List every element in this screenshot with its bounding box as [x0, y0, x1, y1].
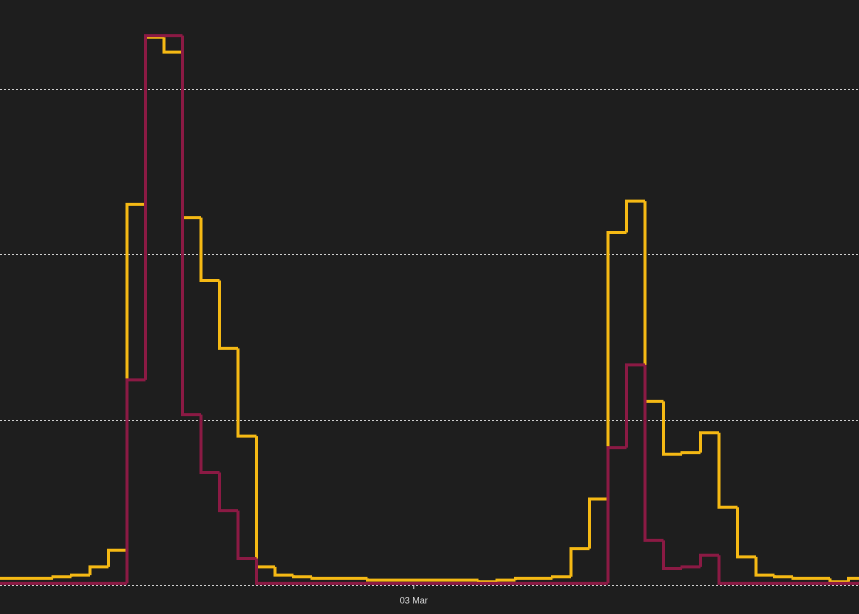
step-segment — [699, 431, 719, 453]
step-segment — [736, 507, 756, 559]
step-segment — [569, 547, 590, 577]
step-segment — [181, 35, 201, 417]
step-segment — [680, 565, 701, 569]
step-segment — [310, 576, 331, 580]
step-segment — [773, 575, 793, 579]
step-segment — [218, 280, 238, 350]
step-segment — [292, 575, 312, 579]
step-segment — [495, 578, 516, 582]
step-segment — [717, 555, 738, 585]
step-segment — [144, 34, 164, 380]
step-segment — [255, 558, 275, 585]
step-segment — [51, 575, 72, 579]
step-segment — [199, 414, 220, 474]
step-segment — [625, 363, 645, 448]
step-segment — [514, 576, 534, 581]
step-segment — [699, 553, 719, 567]
step-segment — [662, 401, 682, 456]
step-segment — [477, 580, 497, 584]
step-segment — [199, 217, 220, 283]
step-segment — [218, 472, 238, 513]
x-tick-label: 03 Mar — [400, 595, 428, 605]
step-segment — [366, 578, 386, 582]
step-segment — [551, 575, 571, 579]
step-segment — [754, 556, 775, 577]
step-segment — [625, 199, 645, 233]
step-segment — [107, 548, 127, 567]
step-segment — [236, 510, 257, 561]
step-segment — [88, 565, 109, 576]
step-segment — [606, 231, 627, 499]
step-segment — [791, 576, 812, 580]
step-segment — [70, 573, 90, 577]
step-segment — [588, 497, 608, 549]
step-segment — [680, 451, 701, 455]
step-segment — [606, 446, 627, 584]
step-segment — [717, 432, 738, 509]
step-segment — [662, 540, 682, 570]
step-segment — [273, 566, 294, 577]
step-segment — [828, 578, 849, 584]
step-segment — [847, 576, 859, 582]
step-segment — [162, 37, 183, 54]
step-segment — [125, 378, 146, 584]
step-segment — [236, 348, 257, 438]
step-segment — [643, 364, 664, 542]
